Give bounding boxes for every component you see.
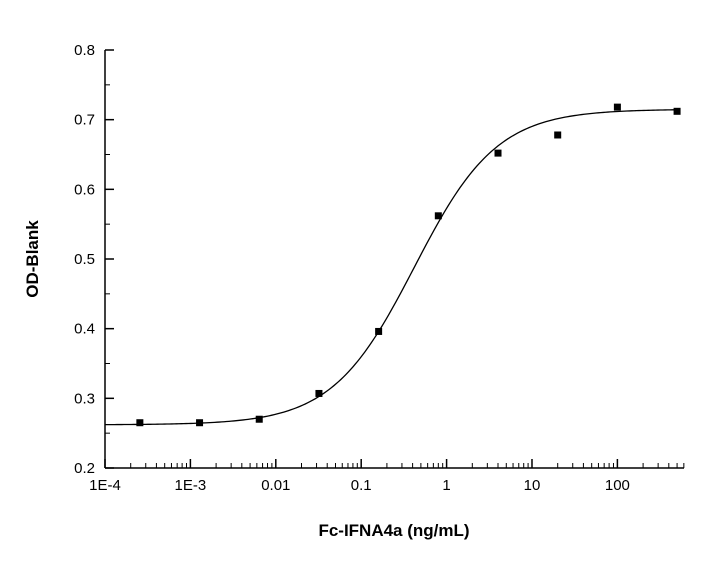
y-tick-label: 0.3 — [74, 390, 95, 407]
x-axis-title: Fc-IFNA4a (ng/mL) — [318, 521, 469, 540]
y-axis-title: OD-Blank — [23, 220, 42, 298]
y-tick-label: 0.5 — [74, 251, 95, 268]
data-point — [673, 107, 681, 115]
data-point — [434, 212, 442, 220]
y-tick-label: 0.4 — [74, 321, 95, 338]
data-point — [494, 149, 502, 157]
data-point — [375, 327, 383, 335]
data-point — [613, 103, 621, 111]
x-tick-label: 1E-4 — [89, 477, 121, 494]
x-tick-label: 100 — [605, 477, 630, 494]
x-tick-label: 1 — [442, 477, 450, 494]
data-point — [136, 419, 144, 427]
y-tick-label: 0.6 — [74, 181, 95, 198]
y-tick-label: 0.8 — [74, 42, 95, 59]
data-point — [196, 419, 204, 427]
data-point — [255, 415, 263, 423]
x-tick-label: 10 — [524, 477, 541, 494]
x-tick-label: 0.1 — [351, 477, 372, 494]
y-tick-label: 0.7 — [74, 112, 95, 129]
y-tick-label: 0.2 — [74, 460, 95, 477]
fit-curve — [104, 109, 678, 426]
x-tick-label: 0.01 — [261, 477, 290, 494]
data-point — [315, 389, 323, 397]
chart-layers: 0.2 0.3 0.4 0.5 0.6 0.7 0.8 1E-4 1E-3 0.01 0.1 1 10 1… — [74, 42, 685, 494]
x-tick-label: 1E-3 — [175, 477, 207, 494]
data-point — [554, 131, 562, 139]
